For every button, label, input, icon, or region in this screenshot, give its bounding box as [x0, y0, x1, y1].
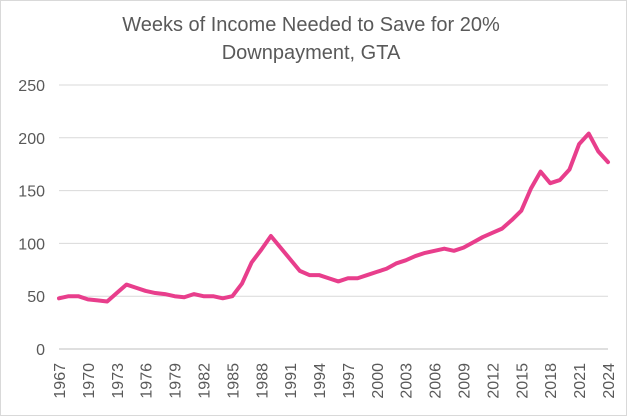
x-tick-label-2015: 2015: [514, 363, 531, 399]
gridlines: [59, 84, 608, 350]
chart-title-line-1: Weeks of Income Needed to Save for 20%: [122, 14, 500, 36]
series-line-0: [57, 131, 610, 304]
y-tick-label-250: 250: [18, 78, 45, 95]
y-tick-label-200: 200: [18, 131, 45, 148]
x-tick-label-2018: 2018: [543, 363, 560, 399]
x-axis: 1967 1970 1973 1976 1979 1982 1985 1988 1991 1994…: [52, 363, 618, 399]
x-tick-label-2012: 2012: [485, 363, 502, 399]
x-tick-label-2024: 2024: [601, 363, 618, 399]
y-tick-label-100: 100: [18, 236, 45, 253]
x-tick-label-1979: 1979: [168, 363, 185, 399]
chart-title: Weeks of Income Needed to Save for 20% D…: [61, 11, 561, 67]
y-tick-label-0: 0: [36, 342, 45, 359]
y-tick-label-150: 150: [18, 184, 45, 201]
x-tick-label-2021: 2021: [572, 363, 589, 399]
x-tick-label-1982: 1982: [196, 363, 213, 399]
x-tick-label-1988: 1988: [254, 363, 271, 399]
series: [57, 131, 610, 304]
x-tick-label-1973: 1973: [110, 363, 127, 399]
x-tick-label-1967: 1967: [52, 363, 69, 399]
x-tick-label-1997: 1997: [341, 363, 358, 399]
x-tick-label-2006: 2006: [428, 363, 445, 399]
x-tick-label-1976: 1976: [139, 363, 156, 399]
x-tick-label-1985: 1985: [225, 363, 242, 399]
x-tick-label-2003: 2003: [399, 363, 416, 399]
y-tick-label-50: 50: [27, 289, 45, 306]
x-tick-label-1991: 1991: [283, 363, 300, 399]
x-tick-label-1970: 1970: [81, 363, 98, 399]
chart-title-line-2: Downpayment, GTA: [221, 42, 401, 64]
x-tick-label-2009: 2009: [457, 363, 474, 399]
x-tick-label-1994: 1994: [312, 363, 329, 399]
x-tick-label-2000: 2000: [370, 363, 387, 399]
y-axis: 0 50 100 150 200 250: [18, 78, 45, 359]
